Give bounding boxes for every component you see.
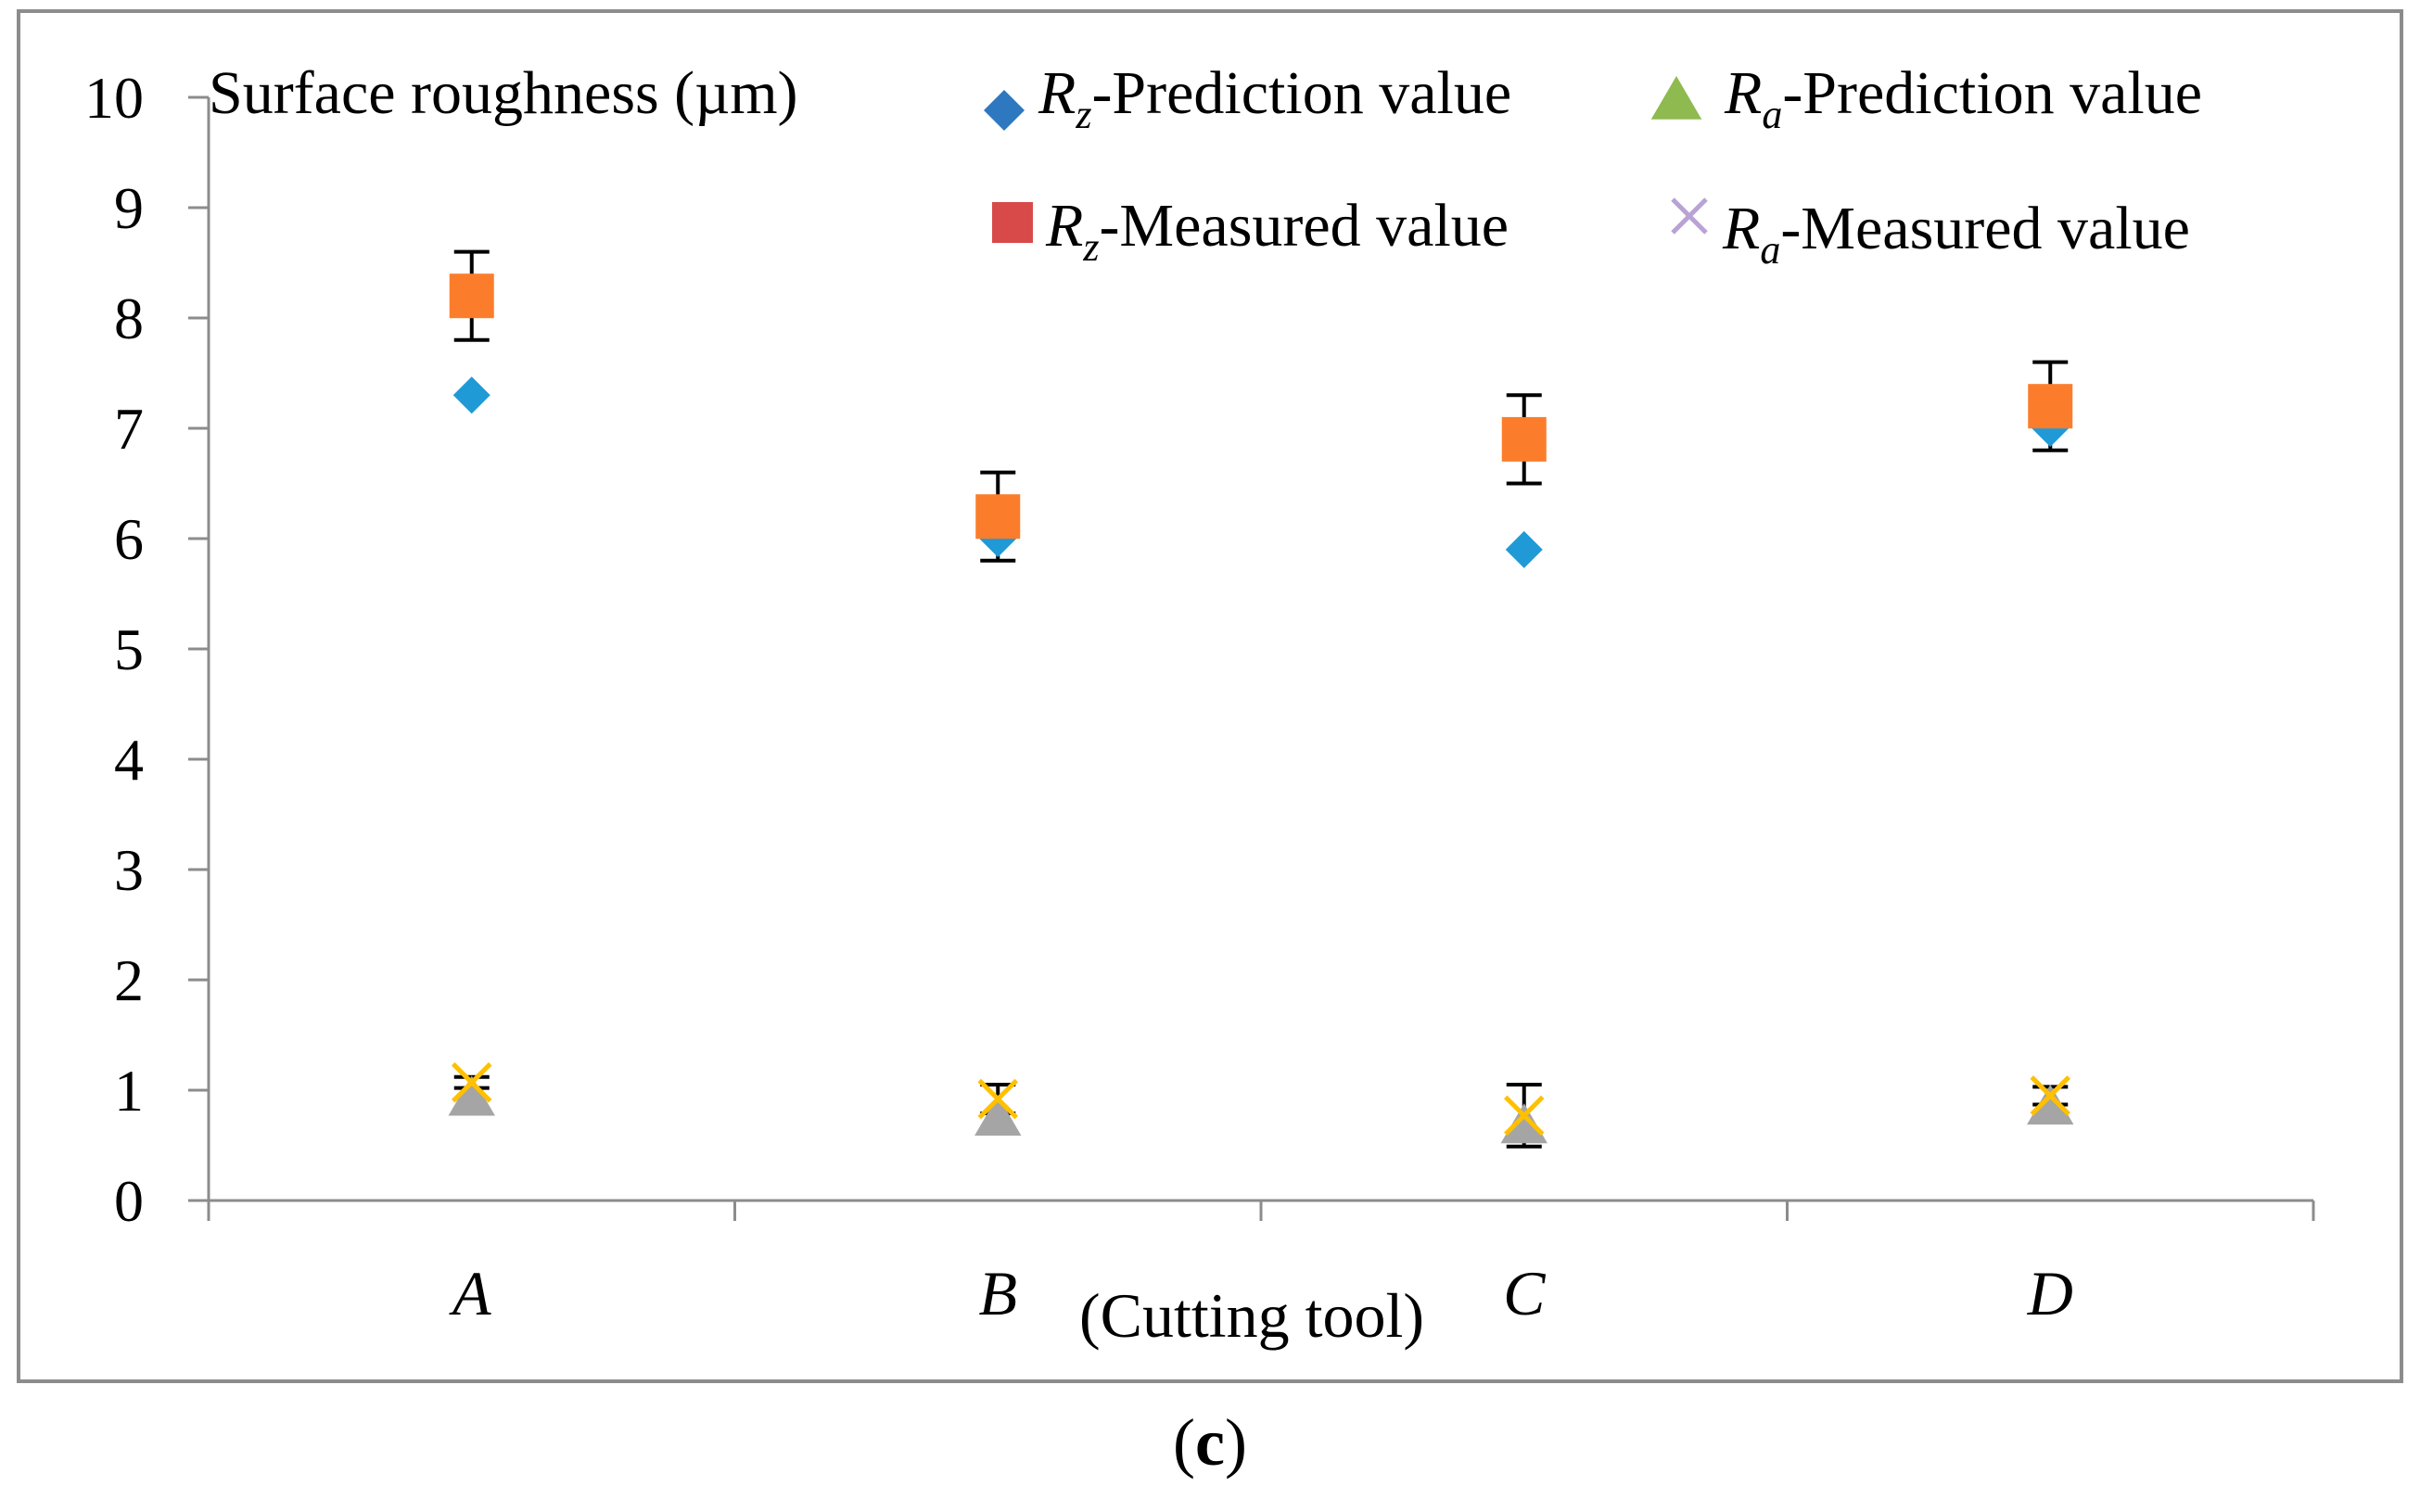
point-rz_meas [975, 494, 1021, 540]
point-rz_meas [2028, 384, 2073, 429]
axes-layer: 0 1 2 3 4 5 6 7 8 9 10 A B C D Surface roughness (µm) (C… [84, 59, 2315, 1351]
point-ra_meas [1503, 1095, 1545, 1137]
legend-label-sub: z [1082, 224, 1099, 270]
x-axis-title: (Cutting tool) [1079, 1280, 1424, 1351]
legend-label: Ra-Prediction value [1724, 59, 2202, 137]
legend-label-sub: a [1762, 92, 1782, 137]
marks-layer [448, 249, 2074, 1149]
legend-label-sub: a [1760, 227, 1780, 273]
legend: Rz-Prediction value Ra-Prediction valueRz… [984, 59, 2202, 273]
point-ra_pred [448, 1075, 495, 1116]
y-tick-label: 1 [114, 1058, 144, 1124]
legend-label-rest: -Measured value [1780, 195, 2190, 262]
legend-label-main: R [1722, 195, 1760, 262]
x-tick-label: D [2027, 1258, 2073, 1328]
y-tick-label: 10 [84, 65, 144, 131]
legend-label-rest: -Prediction value [1091, 59, 1511, 127]
x-tick-label: C [1503, 1258, 1546, 1328]
point-ra_meas [977, 1078, 1019, 1120]
y-axis-title: Surface roughness (µm) [209, 59, 798, 127]
legend-label-main: R [1038, 59, 1076, 127]
legend-item-ra_meas: Ra-Measured value [1671, 195, 2190, 273]
point-ra_meas [451, 1061, 492, 1103]
point-rz_pred [1505, 530, 1543, 568]
legend-label-sub: z [1075, 92, 1091, 137]
legend-label-main: R [1045, 192, 1083, 260]
y-tick-label: 7 [114, 396, 144, 462]
y-tick-label: 4 [114, 727, 144, 793]
x-tick-label: B [978, 1258, 1017, 1328]
y-tick-label: 9 [114, 175, 144, 241]
x-marker-stroke [1503, 1095, 1545, 1137]
point-rz_meas [449, 273, 494, 319]
x-marker-stroke [977, 1078, 1019, 1120]
y-tick-label: 8 [114, 286, 144, 351]
y-tick-label: 2 [114, 947, 144, 1013]
legend-label-rest: -Prediction value [1782, 59, 2202, 127]
y-tick-label: 5 [114, 616, 144, 682]
legend-item-ra_pred: Ra-Prediction value [1650, 59, 2202, 137]
legend-label: Ra-Measured value [1722, 195, 2190, 273]
x-marker-stroke [2030, 1075, 2071, 1116]
x-tick-label: A [449, 1258, 491, 1328]
point-ra_pred [2027, 1084, 2074, 1125]
point-rz_meas [1501, 416, 1547, 462]
legend-item-rz_meas: Rz-Measured value [992, 192, 1509, 270]
chart-frame [17, 9, 2403, 1383]
legend-item-rz_pred: Rz-Prediction value [984, 59, 1511, 137]
legend-marker [1671, 197, 1708, 235]
y-tick-label: 6 [114, 506, 144, 572]
panel-label-text: (c) [1173, 1405, 1247, 1480]
point-ra_pred [974, 1095, 1022, 1136]
point-rz_pred [452, 376, 490, 414]
y-tick-label: 0 [114, 1168, 144, 1234]
legend-marker [984, 90, 1025, 131]
legend-marker [992, 202, 1033, 243]
legend-label-rest: -Measured value [1099, 192, 1509, 260]
point-ra_pred [1500, 1103, 1548, 1144]
legend-label: Rz-Prediction value [1038, 59, 1511, 137]
point-ra_meas [2030, 1075, 2071, 1116]
panel-label: (c) [0, 1404, 2420, 1481]
legend-label-main: R [1724, 59, 1762, 127]
y-tick-label: 3 [114, 837, 144, 903]
legend-label: Rz-Measured value [1045, 192, 1509, 270]
x-marker-stroke [451, 1061, 492, 1103]
x-marker-stroke [1671, 197, 1708, 235]
legend-marker [1650, 76, 1702, 120]
